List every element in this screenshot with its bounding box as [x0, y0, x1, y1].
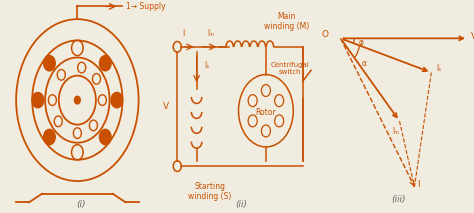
Text: Centrifugal
switch: Centrifugal switch [271, 62, 310, 75]
Text: 1→ Supply: 1→ Supply [126, 2, 165, 11]
Text: α: α [362, 59, 367, 68]
Text: (ii): (ii) [236, 200, 248, 209]
Circle shape [44, 129, 55, 145]
Text: Iₘ: Iₘ [208, 29, 215, 38]
Text: Rotor: Rotor [255, 108, 276, 117]
Text: Iₛ: Iₛ [436, 64, 441, 73]
Text: I: I [182, 29, 185, 38]
Text: Starting
winding (S): Starting winding (S) [188, 182, 231, 201]
Text: I: I [418, 180, 420, 189]
Text: V: V [471, 32, 474, 41]
Circle shape [74, 96, 80, 104]
Text: φ: φ [359, 38, 364, 47]
Text: Iₛ: Iₛ [205, 61, 210, 70]
Text: Main
winding (M): Main winding (M) [264, 12, 310, 31]
Circle shape [111, 92, 123, 108]
Text: (i): (i) [76, 200, 85, 209]
Text: Iₘ: Iₘ [392, 127, 399, 136]
Text: (iii): (iii) [391, 196, 405, 204]
Circle shape [32, 92, 44, 108]
Circle shape [100, 129, 111, 145]
Circle shape [100, 56, 111, 71]
Text: V: V [163, 102, 169, 111]
Circle shape [44, 56, 55, 71]
Text: O: O [322, 30, 329, 39]
